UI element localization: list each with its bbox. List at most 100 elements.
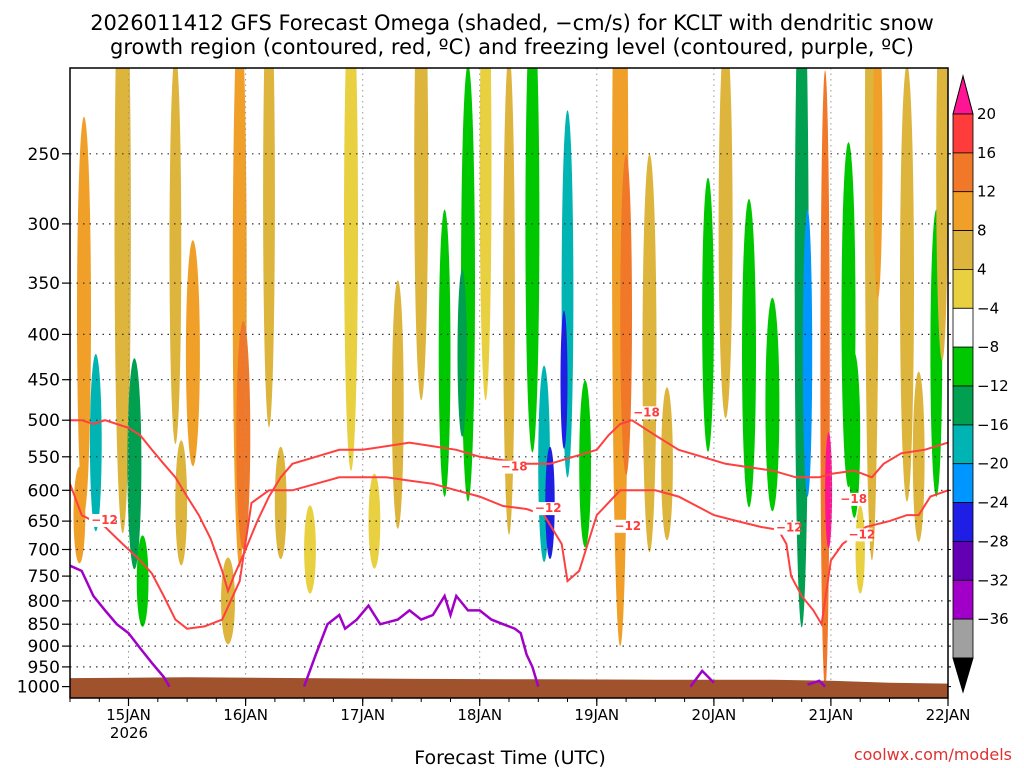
- contour-label: −12: [535, 501, 562, 515]
- colorbar-label: −20: [977, 455, 1009, 473]
- chart-title-line1: 2026011412 GFS Forecast Omega (shaded, −…: [90, 11, 934, 35]
- colorbar-swatch: [952, 579, 974, 620]
- freezing-level-contour: [70, 564, 171, 688]
- x-tick-label: 20JAN: [692, 706, 737, 724]
- contour-label-bg: [773, 521, 800, 535]
- omega-cell: [702, 177, 714, 452]
- freezing-level-contour: [302, 593, 540, 688]
- omega-cell: [912, 371, 925, 542]
- y-tick-label: 750: [28, 567, 60, 587]
- colorbar-label: −28: [977, 532, 1009, 550]
- omega-cell: [438, 209, 451, 497]
- colorbar-swatch: [952, 424, 974, 465]
- colorbar-swatch: [952, 346, 974, 387]
- x-axis-label: Forecast Time (UTC): [414, 747, 605, 768]
- omega-cell: [89, 354, 102, 532]
- omega-cell: [263, 68, 275, 428]
- omega-cell: [848, 352, 861, 518]
- credit-text: coolwx.com/models: [854, 745, 1012, 764]
- colorbar-bottom-arrow: [952, 657, 974, 694]
- contour-labels: −12 −18 −12 −18 −12 −12 −18 −12: [89, 405, 876, 542]
- omega-cell: [503, 68, 515, 535]
- omega-cell: [900, 68, 914, 502]
- ground-fill: [70, 677, 948, 698]
- y-tick-label: 900: [28, 637, 60, 657]
- colorbar-swatch: [952, 541, 974, 581]
- omega-cell: [718, 68, 733, 419]
- colorbar-label: −24: [977, 494, 1009, 512]
- x-tick-label: 17JAN: [340, 706, 385, 724]
- colorbar-label: 12: [977, 183, 996, 201]
- contour-label: −18: [501, 460, 528, 474]
- omega-cell: [391, 280, 404, 529]
- colorbar-label: 8: [977, 222, 987, 240]
- contour-label: −18: [840, 492, 867, 506]
- contour-label-bg: [498, 460, 525, 474]
- omega-cell: [855, 505, 865, 594]
- colorbar-label: 16: [977, 144, 996, 162]
- omega-cell: [73, 466, 86, 564]
- omega-cell: [525, 68, 540, 453]
- y-tick-label: 250: [28, 145, 60, 165]
- colorbar-top-arrow: [952, 74, 974, 115]
- colorbar-swatch: [952, 230, 974, 270]
- y-tick-label: 850: [28, 615, 60, 635]
- omega-cell: [344, 68, 358, 471]
- y-tick-label: 350: [28, 274, 60, 294]
- contour-label-bg: [532, 502, 559, 516]
- omega-cell: [579, 380, 591, 548]
- omega-cell: [457, 269, 467, 437]
- omega-cell: [114, 68, 131, 534]
- colorbar-label: 4: [977, 260, 987, 278]
- omega-cell: [742, 199, 756, 508]
- dgz-minus12-contour: [70, 476, 948, 630]
- y-tick-label: 800: [28, 592, 60, 612]
- x-tick-label: 21JAN: [809, 706, 854, 724]
- colorbar-swatch: [952, 463, 974, 504]
- omega-cell: [414, 68, 429, 401]
- omega-cell: [127, 358, 142, 570]
- omega-cell: [794, 68, 809, 628]
- x-tick-label: 18JAN: [457, 706, 502, 724]
- freezing-level-contour: [689, 668, 715, 688]
- omega-cell: [873, 68, 883, 299]
- colorbar-swatch: [952, 618, 974, 659]
- y-tick-label: 300: [28, 215, 60, 235]
- colorbar-label: −36: [977, 610, 1009, 628]
- contour-label: −12: [91, 513, 118, 527]
- omega-cell: [368, 473, 381, 569]
- omega-cell: [479, 68, 492, 401]
- y-axis-ticks: 2503003504004505005506006507007508008509…: [17, 145, 951, 698]
- colorbar-label: −12: [977, 377, 1009, 395]
- y-tick-label: 650: [28, 512, 60, 532]
- omega-cell: [936, 68, 948, 361]
- ground-surface: [70, 677, 948, 698]
- omega-cell: [765, 297, 780, 512]
- omega-cell: [802, 209, 813, 497]
- contour-label: −12: [776, 521, 803, 535]
- omega-cell: [185, 240, 200, 467]
- x-tick-label: 16JAN: [223, 706, 268, 724]
- colorbar-label: 20: [977, 105, 996, 123]
- dgz-minus18-contour: [70, 419, 948, 595]
- contour-label: −12: [849, 527, 876, 541]
- omega-cell: [620, 154, 632, 476]
- y-tick-label: 550: [28, 448, 60, 468]
- y-tick-label: 1000: [17, 678, 60, 698]
- colorbar-swatch: [952, 385, 974, 426]
- x-axis-ticks: 15JAN 16JAN 17JAN 18JAN 19JAN 20JAN 21JAN 22JAN: [69, 698, 970, 724]
- colorbar-swatch: [952, 307, 974, 348]
- omega-cell: [136, 535, 149, 627]
- colorbar-swatch: [952, 113, 974, 154]
- omega-cell: [274, 446, 287, 560]
- colorbar-label: −4: [977, 299, 999, 317]
- y-tick-label: 450: [28, 371, 60, 391]
- y-tick-label: 950: [28, 658, 60, 678]
- omega-shading: [73, 68, 948, 689]
- colorbar-label: −32: [977, 571, 1009, 589]
- contour-label-bg: [612, 519, 639, 533]
- omega-cell: [661, 387, 673, 541]
- omega-cell: [304, 505, 316, 594]
- contour-label-bg: [838, 492, 865, 506]
